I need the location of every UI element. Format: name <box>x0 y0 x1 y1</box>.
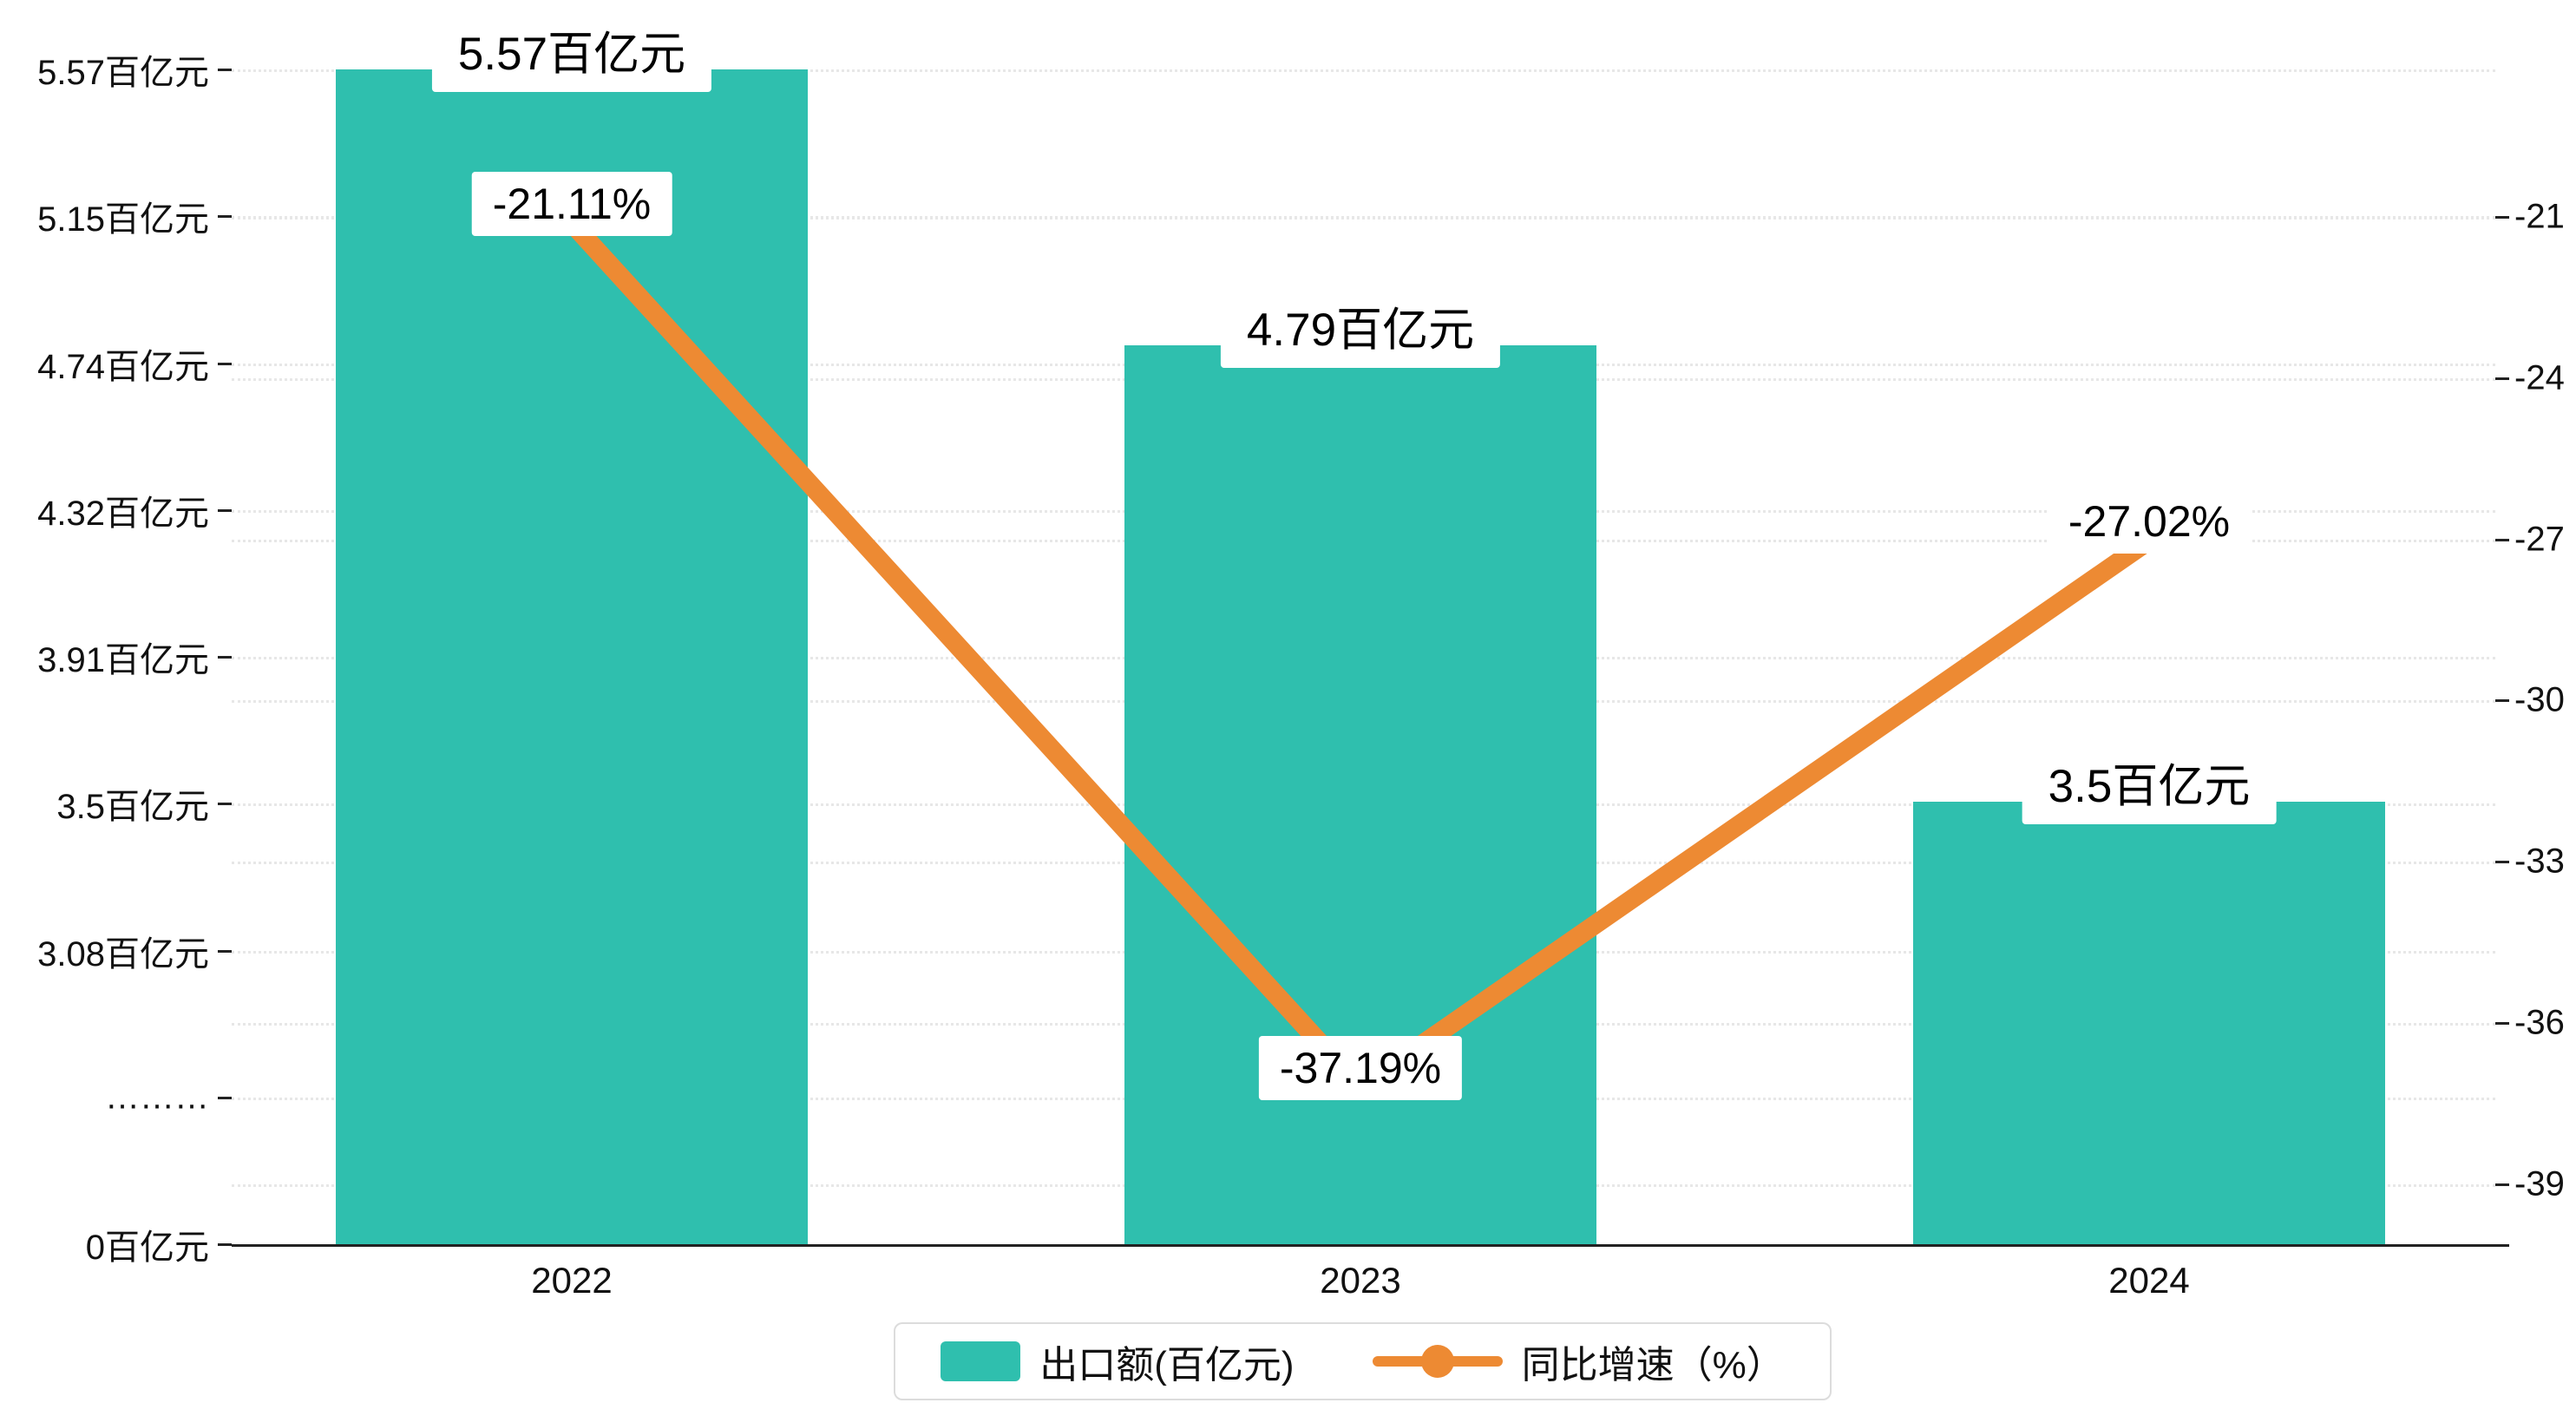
bar-series-swatch-icon <box>941 1341 1021 1381</box>
line-point-label: -21.11% <box>471 172 672 236</box>
right-axis-tick-label: -36 <box>2514 1003 2565 1042</box>
line-point-label: -27.02% <box>2047 489 2252 554</box>
right-axis-tick <box>2495 699 2509 703</box>
left-axis-tick <box>218 1243 232 1246</box>
left-axis-tick <box>218 949 232 953</box>
bar-2022 <box>336 69 808 1244</box>
right-axis-tick <box>2495 377 2509 380</box>
right-axis-tick <box>2495 861 2509 864</box>
left-axis-tick-label: 3.5百亿元 <box>56 788 209 827</box>
legend-item-line[interactable]: 同比增速（%） <box>1372 1334 1785 1389</box>
left-axis-tick-label: 4.74百亿元 <box>37 347 209 386</box>
bar-value-label: 4.79百亿元 <box>1220 285 1501 368</box>
right-axis-tick <box>2495 1022 2509 1026</box>
line-point-label: -37.19% <box>1258 1036 1463 1100</box>
right-axis-tick <box>2495 1183 2509 1186</box>
left-axis-tick <box>218 69 232 71</box>
left-axis-tick-label: 0百亿元 <box>85 1229 209 1267</box>
line-series-marker-icon <box>1372 1356 1503 1367</box>
left-axis-tick <box>218 1096 232 1099</box>
right-axis-tick-label: -33 <box>2514 842 2565 881</box>
x-axis-label: 2024 <box>2108 1260 2190 1301</box>
left-axis-tick <box>218 362 232 365</box>
left-axis-tick <box>218 215 232 219</box>
left-axis-tick-label: 3.91百亿元 <box>37 641 209 679</box>
legend-item-bar[interactable]: 出口额(百亿元) <box>941 1334 1295 1389</box>
gridline-left-0 <box>232 69 2495 72</box>
x-axis-line <box>232 1244 2509 1247</box>
bar-value-label: 3.5百亿元 <box>2022 741 2277 824</box>
right-axis-tick-label: -39 <box>2514 1164 2565 1203</box>
right-axis-tick-label: -30 <box>2514 680 2565 719</box>
left-axis-tick-label: 5.57百亿元 <box>37 54 209 92</box>
right-axis-tick-label: -24 <box>2514 358 2565 397</box>
bar-2024 <box>1913 802 2385 1244</box>
left-axis-tick <box>218 508 232 512</box>
bar-value-label: 5.57百亿元 <box>431 9 712 92</box>
x-axis-label: 2023 <box>1320 1260 1401 1301</box>
right-axis-tick <box>2495 216 2509 219</box>
left-axis-tick-label: 4.32百亿元 <box>37 494 209 533</box>
right-axis-tick-label: -21 <box>2514 197 2565 236</box>
x-axis-label: 2022 <box>531 1260 613 1301</box>
left-axis-tick-label: ……… <box>105 1078 209 1117</box>
right-axis-tick <box>2495 538 2509 541</box>
left-axis-tick-label: 3.08百亿元 <box>37 934 209 974</box>
legend: 出口额(百亿元) 同比增速（%） <box>894 1322 1832 1400</box>
gridline-right-0 <box>232 217 2495 220</box>
right-axis-tick-label: -27 <box>2514 520 2565 559</box>
line-series-label: 同比增速（%） <box>1521 1344 1785 1386</box>
left-axis-tick <box>218 803 232 806</box>
bar-series-label: 出口额(百亿元) <box>1039 1344 1295 1386</box>
left-axis-tick <box>218 656 232 659</box>
left-axis-tick-label: 5.15百亿元 <box>37 200 209 239</box>
